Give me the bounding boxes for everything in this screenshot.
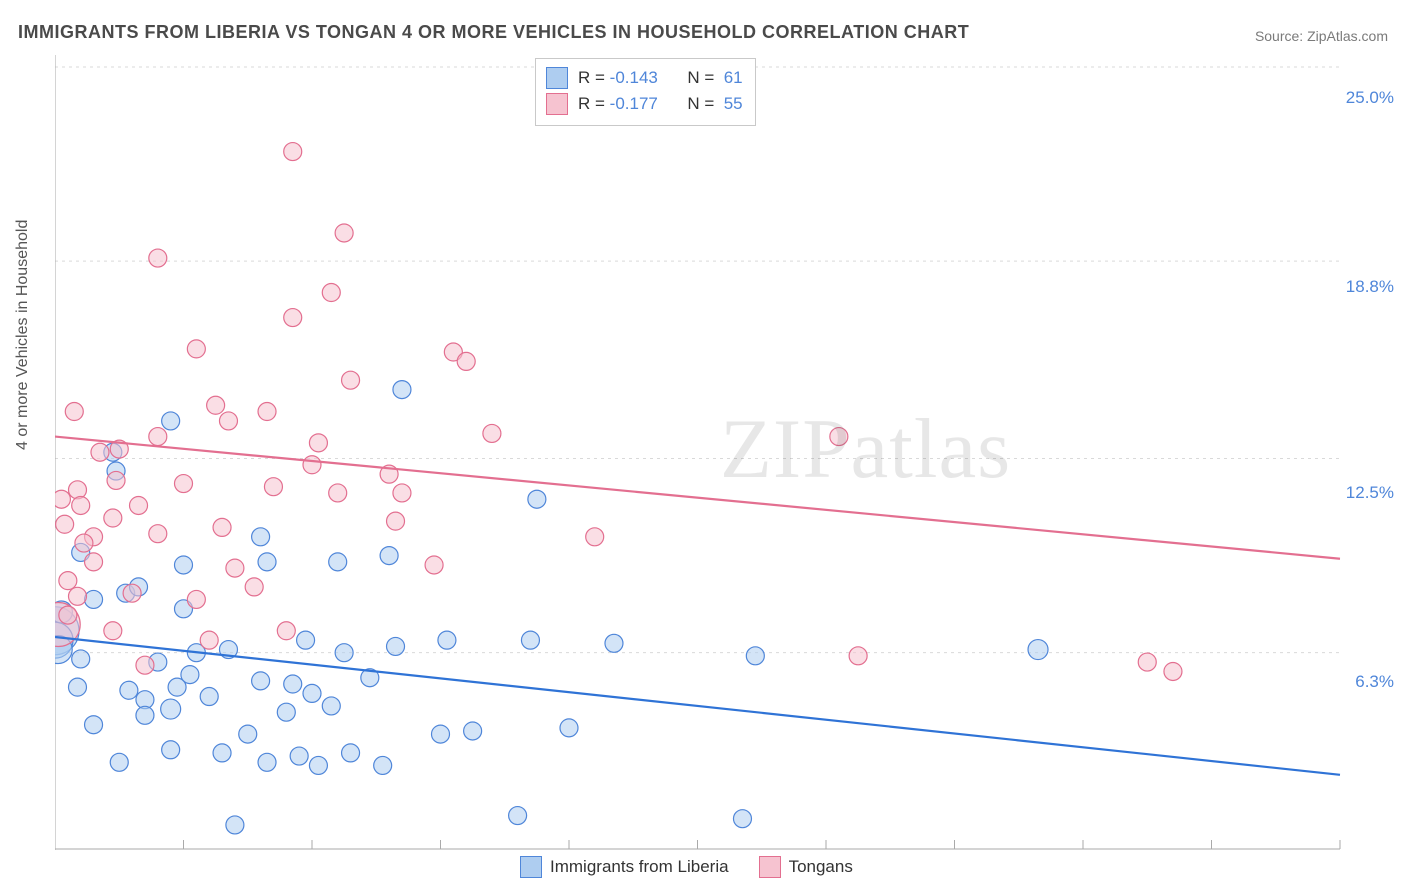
legend-label-tongans: Tongans — [789, 857, 853, 877]
y-tick-188: 18.8% — [1346, 277, 1394, 297]
stats-legend: R = -0.143 N = 61 R = -0.177 N = 55 — [535, 58, 756, 126]
legend-swatch-liberia — [520, 856, 542, 878]
legend-label-liberia: Immigrants from Liberia — [550, 857, 729, 877]
legend-swatch-tongans — [759, 856, 781, 878]
y-tick-125: 12.5% — [1346, 483, 1394, 503]
scatter-plot — [55, 55, 1388, 850]
y-axis-labels: 25.0% 18.8% 12.5% 6.3% — [1334, 55, 1394, 850]
source-label: Source: ZipAtlas.com — [1255, 28, 1388, 44]
legend-item-liberia: Immigrants from Liberia — [520, 856, 729, 878]
swatch-tongans — [546, 93, 568, 115]
stats-row-tongans: R = -0.177 N = 55 — [546, 91, 743, 117]
swatch-liberia — [546, 67, 568, 89]
y-tick-63: 6.3% — [1355, 672, 1394, 692]
y-axis-label: 4 or more Vehicles in Household — [14, 220, 32, 450]
legend-item-tongans: Tongans — [759, 856, 853, 878]
y-tick-25: 25.0% — [1346, 88, 1394, 108]
series-legend: Immigrants from Liberia Tongans — [520, 856, 853, 878]
stats-row-liberia: R = -0.143 N = 61 — [546, 65, 743, 91]
chart-title: IMMIGRANTS FROM LIBERIA VS TONGAN 4 OR M… — [18, 22, 969, 43]
